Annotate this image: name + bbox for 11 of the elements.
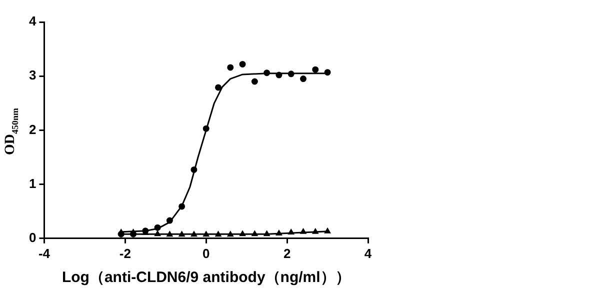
y-tick-label: 1 <box>28 176 36 191</box>
x-tick-label: 2 <box>283 246 291 261</box>
y-tick-label: 2 <box>28 122 36 137</box>
x-tick-label: 4 <box>364 246 372 261</box>
x-tick-label: -2 <box>119 246 131 261</box>
x-axis-title: Log（anti-CLDN6/9 antibody（ng/ml）） <box>62 269 350 286</box>
y-tick-label: 3 <box>28 68 36 83</box>
y-tick-label: 4 <box>28 14 37 29</box>
y-tick-label: 0 <box>28 230 36 245</box>
x-tick-label: -4 <box>38 246 51 261</box>
x-tick-label: 0 <box>202 246 210 261</box>
